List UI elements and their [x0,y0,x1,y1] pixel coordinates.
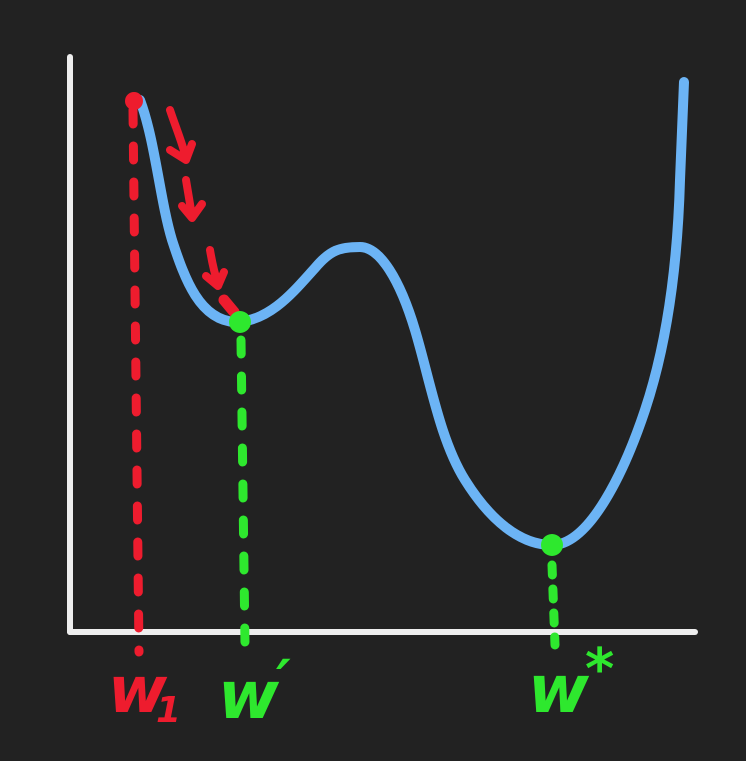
loss-curve [135,77,689,550]
label-w-prime-base: w [218,657,280,734]
label-w1-base: w [108,654,168,728]
label-w-star-base: w [528,651,590,728]
label-w-prime: w ′ [218,649,291,734]
arrow-step-3-icon [202,246,228,290]
arrow-step-1-icon [166,106,196,164]
arrow-step-2-icon [178,176,206,222]
label-w-star-mark: * [585,637,614,702]
label-w-prime-mark: ′ [276,649,291,714]
local-min-marker [229,311,251,333]
label-w1: w 1 [108,654,181,731]
label-w-star: w * [528,637,614,728]
gradient-step-arrows [166,106,228,290]
local-min-dropline [236,335,250,650]
start-point-marker [125,92,143,110]
global-min-dropline [547,560,560,650]
start-dropline [128,105,144,657]
step-tail-icon [218,294,240,318]
label-w1-subscript: 1 [156,690,181,731]
axes [67,54,698,635]
global-min-marker [541,534,563,556]
